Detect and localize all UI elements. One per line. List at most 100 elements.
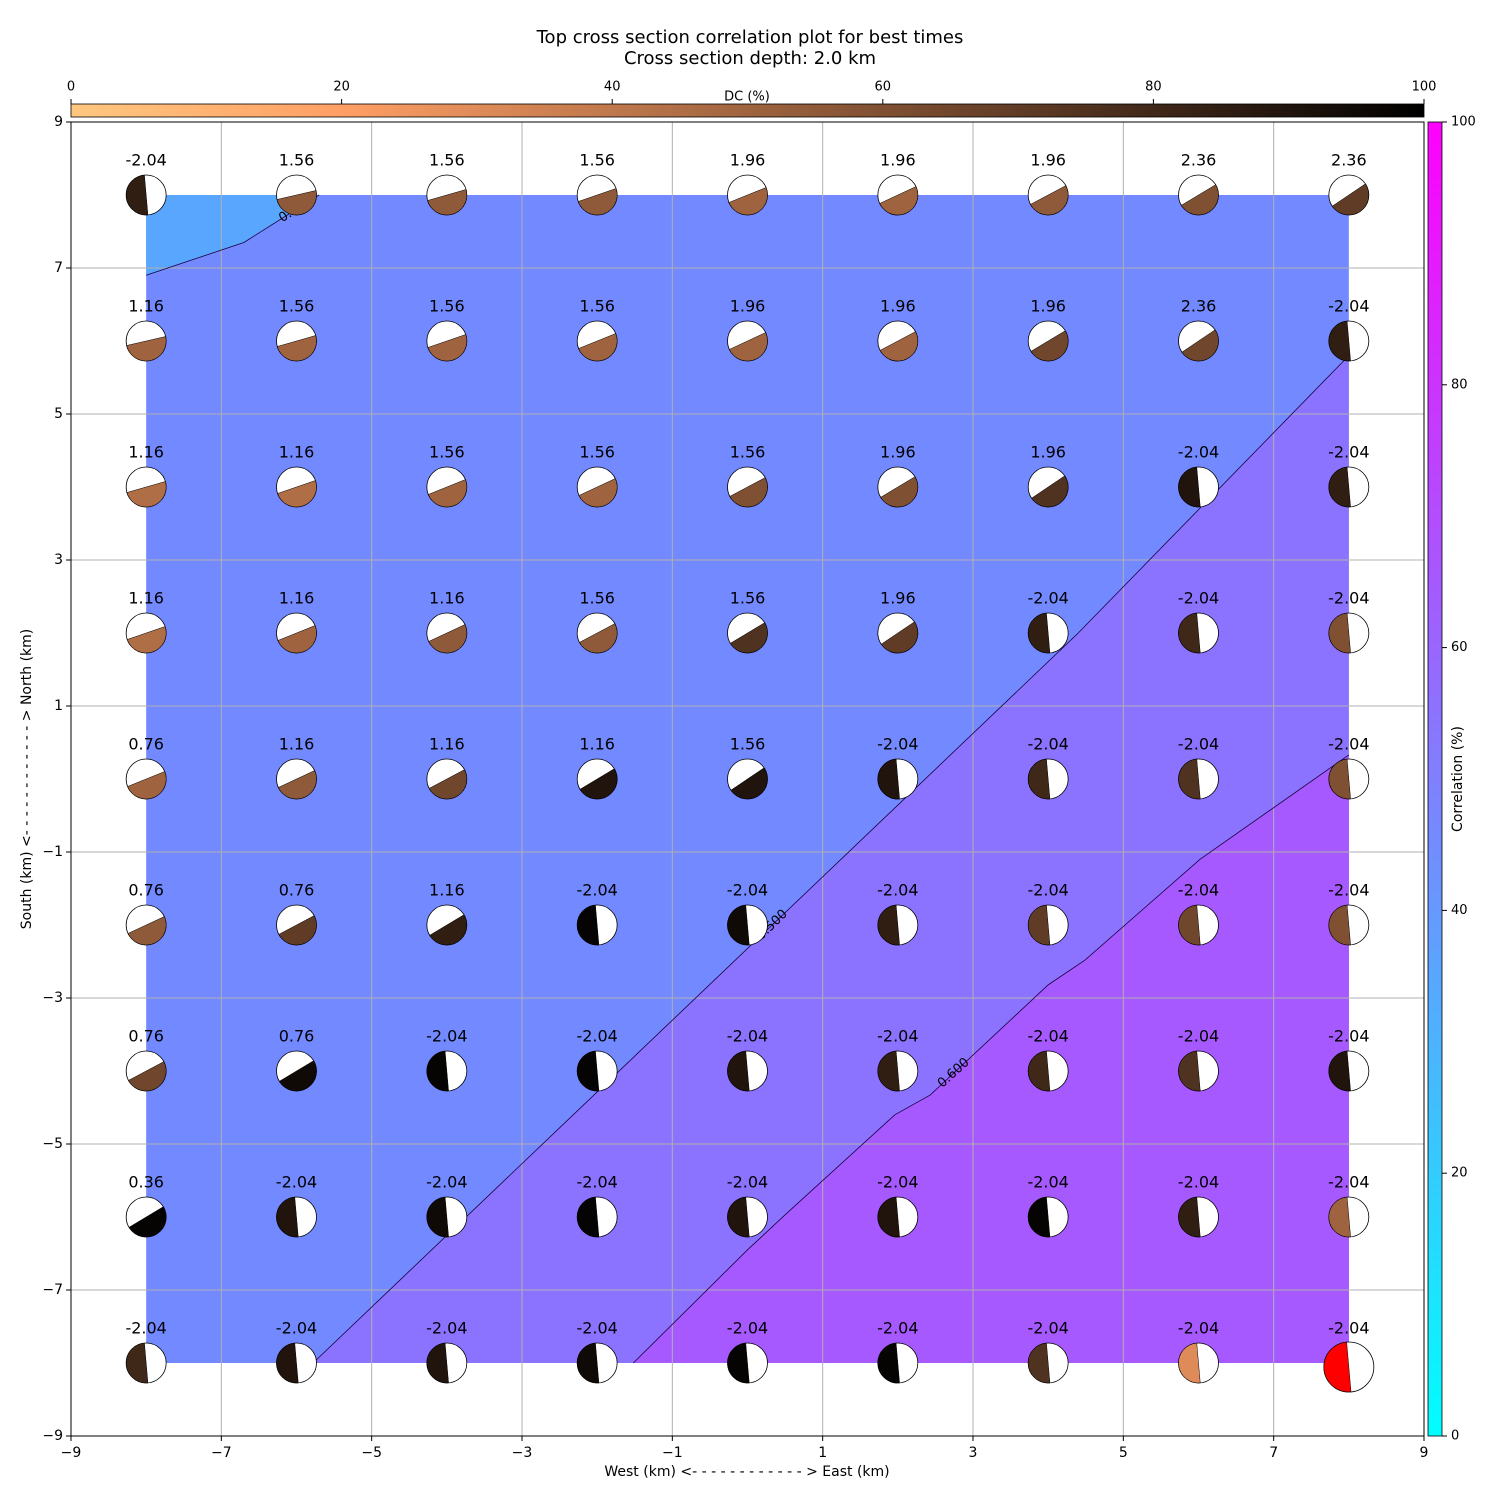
point-label: -2.04 xyxy=(1027,589,1068,608)
point-label: 1.16 xyxy=(429,881,465,900)
beachball xyxy=(1027,612,1069,654)
beachball-quadrant xyxy=(577,1342,600,1384)
point-label: 1.16 xyxy=(128,589,164,608)
beachball-quadrant xyxy=(579,623,618,654)
beachball-quadrant xyxy=(727,904,750,946)
y-tick-label: −9 xyxy=(42,1428,63,1444)
beachball xyxy=(1027,174,1069,216)
y-tick-label: 7 xyxy=(54,260,63,276)
point-label: -2.04 xyxy=(576,1027,617,1046)
point-label: 1.96 xyxy=(880,443,916,462)
x-tick-label: 7 xyxy=(1269,1445,1278,1461)
point-label: 0.76 xyxy=(279,881,315,900)
beachball xyxy=(426,758,468,800)
beachball-quadrant xyxy=(1031,475,1069,508)
x-axis-label: West (km) <- - - - - - - - - - - - > Eas… xyxy=(604,1464,889,1480)
beachball-quadrant xyxy=(1328,904,1351,946)
beachball-quadrant xyxy=(577,1196,600,1238)
beachball-quadrant xyxy=(126,626,167,654)
beachball-quadrant xyxy=(426,1196,449,1238)
beachball xyxy=(727,466,768,508)
point-label: 1.16 xyxy=(579,735,615,754)
beachball xyxy=(1178,758,1219,800)
x-tick-label: −1 xyxy=(662,1445,683,1461)
beachball xyxy=(877,904,919,946)
beachball-quadrant xyxy=(1178,1196,1201,1238)
point-label: 1.96 xyxy=(1030,297,1066,316)
beachball xyxy=(276,758,317,800)
beachball xyxy=(276,1342,317,1384)
point-label: 1.56 xyxy=(429,443,465,462)
beachball-quadrant xyxy=(276,335,317,362)
x-tick-label: −7 xyxy=(211,1445,232,1461)
beachball-quadrant xyxy=(1178,612,1201,654)
point-label: 1.96 xyxy=(880,151,916,170)
point-label: 1.96 xyxy=(1030,151,1066,170)
point-label: -2.04 xyxy=(1328,881,1369,900)
beachball-quadrant xyxy=(1328,1196,1351,1238)
point-label: -2.04 xyxy=(877,1319,918,1338)
point-label: -2.04 xyxy=(276,1319,317,1338)
point-label: -2.04 xyxy=(727,1319,768,1338)
beachball-quadrant xyxy=(1030,330,1069,362)
point-label: -2.04 xyxy=(1178,881,1219,900)
point-label: -2.04 xyxy=(1328,1173,1369,1192)
beachball-quadrant xyxy=(128,1206,167,1238)
beachball xyxy=(576,904,618,946)
point-label: 1.96 xyxy=(730,297,766,316)
beachball-quadrant xyxy=(426,1342,449,1384)
beachball-quadrant xyxy=(728,187,768,216)
beachball-quadrant xyxy=(126,481,167,508)
point-label: -2.04 xyxy=(1178,443,1219,462)
beachball xyxy=(727,758,768,800)
beachball-quadrant xyxy=(877,758,900,800)
dc-colorbar-tick-label: 20 xyxy=(333,80,350,95)
contour-fill xyxy=(633,754,1349,1363)
beachball xyxy=(125,904,167,946)
beachball-quadrant xyxy=(278,915,317,946)
beachball-quadrant xyxy=(577,1050,600,1092)
corr-colorbar-tick-label: 100 xyxy=(1451,115,1476,130)
beachball xyxy=(1027,466,1069,508)
beachball-quadrant xyxy=(577,188,618,216)
beachball xyxy=(276,174,317,216)
corr-colorbar-tick-label: 0 xyxy=(1451,1429,1459,1444)
beachball-quadrant xyxy=(877,1196,900,1238)
beachball xyxy=(576,1342,618,1384)
point-label: -2.04 xyxy=(1178,735,1219,754)
point-label: -2.04 xyxy=(1328,589,1369,608)
beachball xyxy=(576,320,618,362)
beachball-quadrant xyxy=(877,1050,900,1092)
point-label: -2.04 xyxy=(1178,589,1219,608)
point-label: -2.04 xyxy=(1027,1319,1068,1338)
x-tick-label: −5 xyxy=(361,1445,382,1461)
x-tick-label: 1 xyxy=(818,1445,827,1461)
beachball-quadrant xyxy=(578,478,618,508)
beachball xyxy=(727,612,768,654)
beachball-quadrant xyxy=(730,622,768,654)
dc-colorbar-tick-label: 40 xyxy=(604,80,621,95)
beachball xyxy=(1178,612,1219,654)
x-tick-label: −3 xyxy=(512,1445,533,1461)
point-label: -2.04 xyxy=(125,1319,166,1338)
point-label: 1.16 xyxy=(128,297,164,316)
point-label: 0.36 xyxy=(128,1173,164,1192)
point-label: -2.04 xyxy=(426,1173,467,1192)
beachball xyxy=(1027,758,1069,800)
beachball-quadrant xyxy=(727,1196,750,1238)
contour-line xyxy=(312,355,1350,1364)
beachball xyxy=(1178,174,1219,216)
beachball xyxy=(877,1342,919,1384)
point-label: 1.16 xyxy=(128,443,164,462)
beachball xyxy=(426,320,468,362)
point-label: -2.04 xyxy=(727,1173,768,1192)
point-label: -2.04 xyxy=(576,1319,617,1338)
beachball xyxy=(1178,320,1219,362)
point-label: 0.76 xyxy=(128,881,164,900)
beachball xyxy=(1027,1050,1069,1092)
beachball-quadrant xyxy=(1027,758,1051,800)
beachball xyxy=(727,904,768,946)
beachball xyxy=(576,1050,618,1092)
beachball xyxy=(125,612,167,654)
